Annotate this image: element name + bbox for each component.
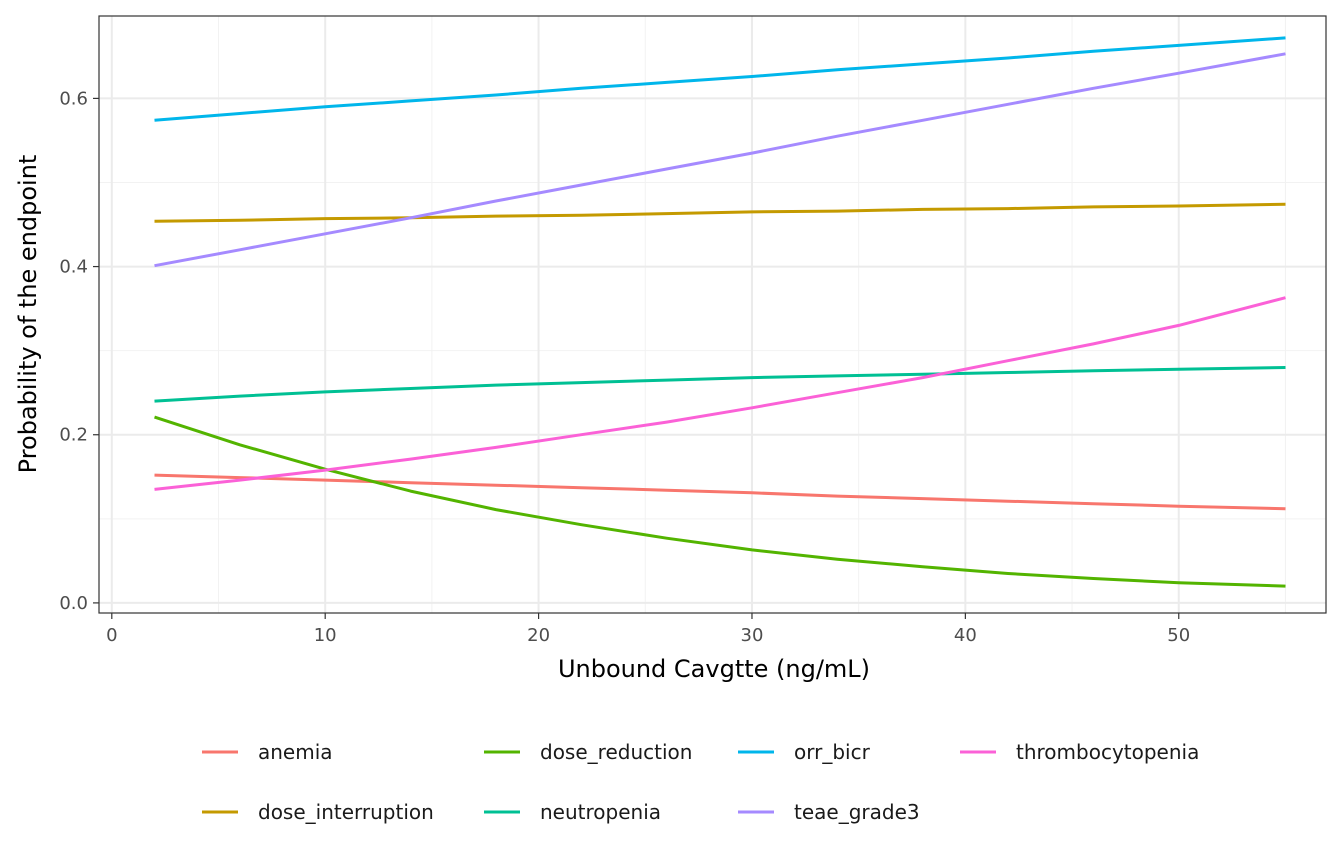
x-tick-label: 40 <box>954 625 977 646</box>
grid-minor <box>99 16 1326 613</box>
x-axis: 0 10 20 30 40 50 <box>106 613 1190 646</box>
legend-label: thrombocytopenia <box>1016 740 1199 764</box>
series-line-orr-bicr <box>154 36 1286 122</box>
legend-label: neutropenia <box>540 800 661 824</box>
legend-label: orr_bicr <box>794 740 871 764</box>
series-line-anemia <box>154 473 1286 511</box>
legend-item-orr-bicr: orr_bicr <box>738 740 871 764</box>
legend-label: teae_grade3 <box>794 800 920 824</box>
series-line-neutropenia <box>154 366 1286 403</box>
series-line-dose-interruption <box>154 202 1286 223</box>
legend-item-neutropenia: neutropenia <box>484 800 661 824</box>
legend-item-dose-reduction: dose_reduction <box>484 740 692 764</box>
plot-panel <box>99 16 1326 613</box>
legend-item-dose-interruption: dose_interruption <box>202 800 434 824</box>
legend-label: dose_reduction <box>540 740 692 764</box>
y-tick-label: 0.6 <box>59 88 88 109</box>
y-tick-label: 0.0 <box>59 593 88 614</box>
legend-item-thrombocytopenia: thrombocytopenia <box>960 740 1199 764</box>
x-tick-label: 0 <box>106 625 117 646</box>
x-tick-label: 30 <box>741 625 764 646</box>
y-tick-label: 0.2 <box>59 425 88 446</box>
legend-label: dose_interruption <box>258 800 434 824</box>
x-tick-label: 50 <box>1167 625 1190 646</box>
plot-border <box>98 15 1327 614</box>
legend-label: anemia <box>258 740 333 764</box>
y-axis-title: Probability of the endpoint <box>14 155 42 474</box>
series-lines <box>154 36 1286 588</box>
y-axis: 0.0 0.2 0.4 0.6 <box>59 88 99 614</box>
y-tick-label: 0.4 <box>59 257 88 278</box>
legend: anemia dose_interruption dose_reductionneu… <box>202 740 1199 824</box>
legend-item-anemia: anemia <box>202 740 333 764</box>
x-tick-label: 10 <box>314 625 337 646</box>
series-line-thrombocytopenia <box>154 296 1286 491</box>
legend-item-teae-grade3: teae_grade3 <box>738 800 920 824</box>
x-tick-label: 20 <box>527 625 550 646</box>
series-line-teae-grade3 <box>154 52 1286 268</box>
x-axis-title: Unbound Cavgtte (ng/mL) <box>558 655 870 683</box>
grid-major <box>99 16 1326 613</box>
series-line-dose-reduction <box>154 415 1286 588</box>
